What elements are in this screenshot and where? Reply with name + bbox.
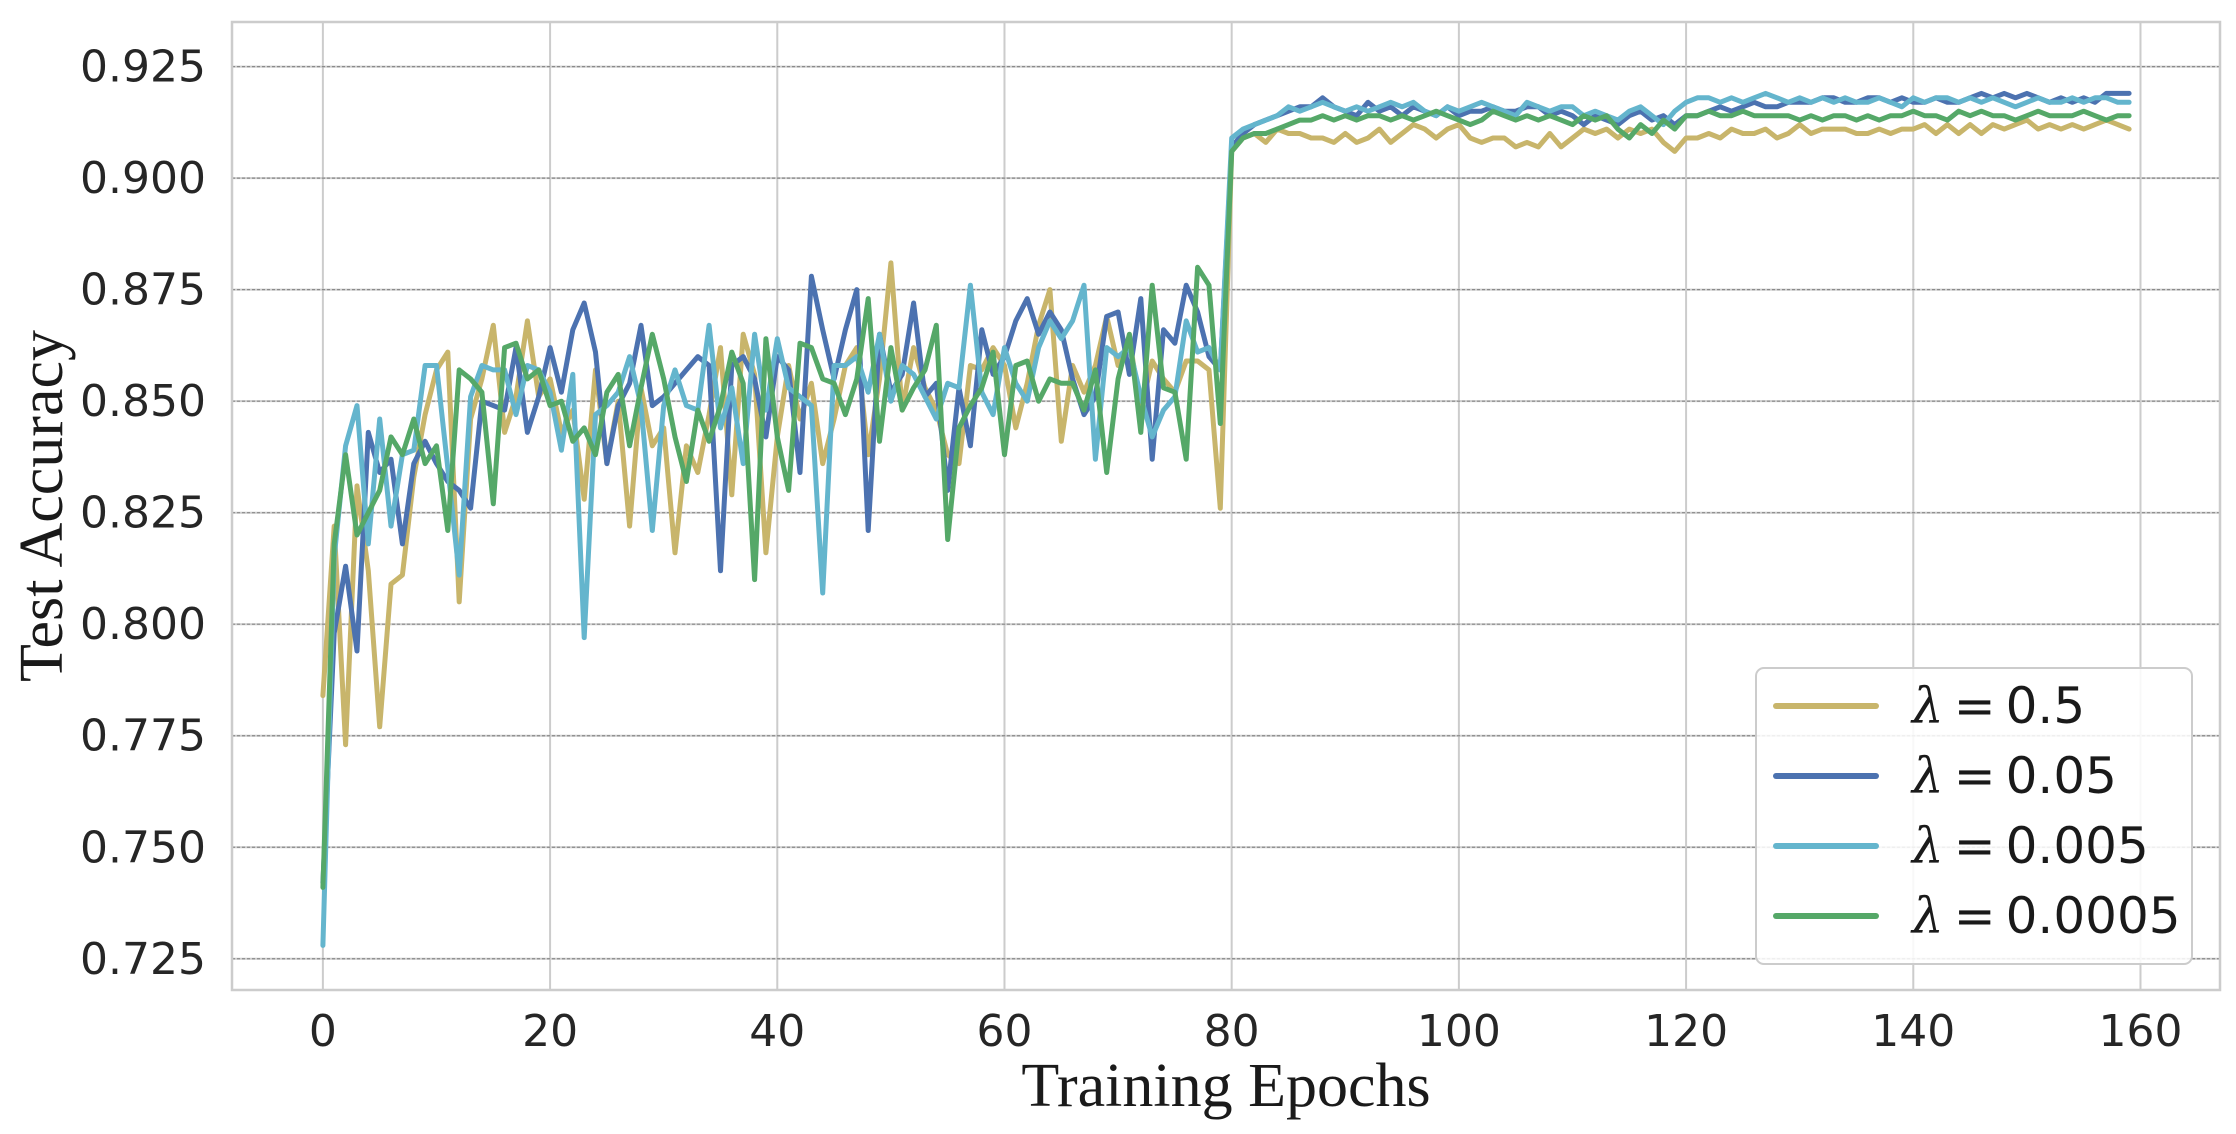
- legend-value: 0.05: [2006, 747, 2117, 805]
- legend-label-2: λ = 0.005: [1910, 817, 2149, 875]
- y-tick-labels: 0.725 0.750 0.775 0.800 0.825 0.850 0.875 0.900…: [80, 42, 206, 985]
- y-tick-label: 0.825: [80, 488, 206, 539]
- legend-lambda-symbol: λ: [1910, 887, 1944, 945]
- legend-box: [1755, 667, 2193, 965]
- y-tick-label: 0.750: [80, 822, 206, 873]
- y-tick-label: 0.725: [80, 934, 206, 985]
- y-tick-label: 0.775: [80, 711, 206, 762]
- series-line-3: [320, 108, 2132, 890]
- y-tick-label: 0.800: [80, 599, 206, 650]
- legend-equals: =: [1954, 817, 1996, 875]
- x-tick-label: 40: [749, 1006, 805, 1057]
- y-axis-title: Test Accuracy: [8, 330, 76, 682]
- legend-equals: =: [1954, 747, 1996, 805]
- x-tick-label: 160: [2098, 1006, 2182, 1057]
- legend-equals: =: [1954, 887, 1996, 945]
- legend-equals: =: [1954, 677, 1996, 735]
- x-tick-label: 140: [1871, 1006, 1955, 1057]
- legend-label-0: λ = 0.5: [1910, 677, 2085, 735]
- legend-label-1: λ = 0.05: [1910, 747, 2117, 805]
- x-axis-title: Training Epochs: [1021, 1052, 1430, 1120]
- x-tick-label: 0: [309, 1006, 337, 1057]
- legend-value: 0.5: [2006, 677, 2086, 735]
- plot-frame: [230, 20, 2222, 992]
- y-tick-label: 0.875: [80, 265, 206, 316]
- legend-value: 0.0005: [2006, 887, 2181, 945]
- y-tick-label: 0.850: [80, 376, 206, 427]
- x-tick-label: 20: [522, 1006, 578, 1057]
- x-tick-label: 60: [976, 1006, 1032, 1057]
- y-tick-label: 0.925: [80, 42, 206, 93]
- legend-value: 0.005: [2006, 817, 2149, 875]
- legend-lambda-symbol: λ: [1910, 677, 1944, 735]
- legend-lambda-symbol: λ: [1910, 747, 1944, 805]
- legend-label-3: λ = 0.0005: [1910, 887, 2181, 945]
- x-tick-label: 100: [1417, 1006, 1501, 1057]
- y-tick-label: 0.900: [80, 153, 206, 204]
- x-tick-label: 120: [1644, 1006, 1728, 1057]
- x-gridlines: [321, 22, 2142, 990]
- x-tick-labels: 0 20 40 60 80 100 120 140 160: [309, 1006, 2183, 1057]
- legend-lambda-symbol: λ: [1910, 817, 1944, 875]
- x-tick-label: 80: [1204, 1006, 1260, 1057]
- series-lines: [320, 90, 2132, 948]
